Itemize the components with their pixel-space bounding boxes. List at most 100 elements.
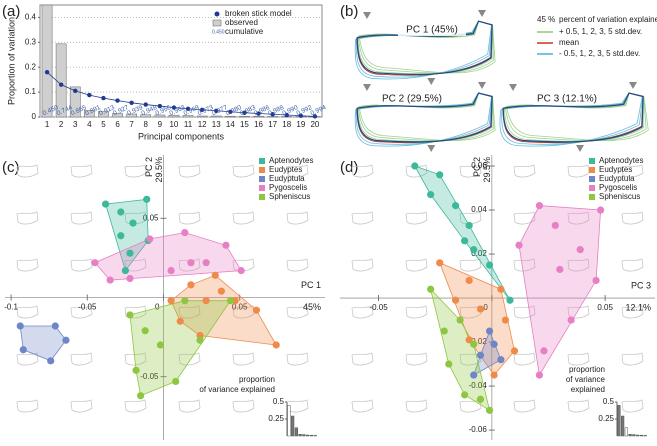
background-icon (351, 164, 374, 178)
y-tick-label: 0.4 (25, 13, 37, 22)
y-tick-label: 0.02 (471, 249, 487, 258)
data-label: 0.994 (310, 104, 328, 117)
landmark-arrow (363, 12, 371, 19)
inset-label: explained (571, 385, 605, 394)
point (465, 276, 473, 285)
point (146, 235, 154, 243)
background-icon (286, 305, 309, 319)
background-icon (70, 399, 93, 413)
shape-label-bg (533, 92, 601, 105)
legend-label: Pygoscelis (599, 183, 637, 192)
background-icon (513, 164, 536, 178)
shape-outline (502, 92, 644, 143)
point (465, 336, 473, 344)
point (576, 246, 584, 254)
point (470, 371, 478, 379)
landmark-arrow (509, 84, 517, 91)
inset-label: proportion (569, 365, 605, 374)
y-tick-label: -0.04 (469, 381, 488, 390)
point (228, 109, 233, 114)
bar (140, 114, 152, 118)
y-tick-label: -0.06 (469, 425, 488, 434)
point (535, 371, 544, 379)
point (58, 82, 64, 87)
x-tick-label: 7 (129, 120, 134, 129)
inset-bar (309, 434, 313, 437)
inset-bar (639, 434, 643, 437)
legend-swatch (589, 185, 595, 191)
bar (83, 110, 95, 118)
point (73, 88, 78, 94)
y-axis-sublabel: 29.5% (482, 157, 492, 183)
legend-swatch (589, 158, 595, 164)
landmark-arrow (629, 82, 637, 89)
legend-label: - 0.5, 1, 2, 3, 5 std.dev. (559, 49, 640, 58)
point (490, 340, 498, 348)
x-tick-label: 12 (198, 120, 207, 129)
x-tick-label: 0 (483, 303, 488, 312)
y-tick-label: 0.05 (143, 213, 159, 222)
point (456, 316, 464, 324)
y-tick-label: 0.1 (25, 87, 37, 96)
background-icon (513, 352, 536, 366)
x-tick-label: 18 (282, 120, 291, 129)
background-icon (351, 258, 374, 272)
background-icon (16, 305, 39, 319)
inset-bar (636, 434, 640, 437)
inset-tick-label: 0.25 (268, 414, 284, 423)
point (187, 281, 195, 289)
point (44, 70, 50, 75)
x-axis-label: PC 1 (301, 280, 321, 290)
point (490, 371, 498, 379)
point (126, 249, 134, 257)
background-icon (459, 352, 482, 366)
background-icon (16, 164, 39, 178)
background-icon (513, 305, 536, 319)
point (497, 356, 505, 364)
landmark-arrow (427, 78, 436, 85)
point (176, 317, 184, 325)
legend-label: Eudyptula (269, 174, 305, 183)
background-icon (459, 399, 482, 413)
point (436, 171, 444, 179)
point (126, 311, 134, 319)
x-tick-label: 20 (310, 120, 319, 129)
point (551, 221, 559, 230)
background-icon (459, 164, 482, 178)
x-axis-label: Principal components (138, 131, 225, 141)
legend-swatch (589, 167, 595, 173)
x-tick-label: 3 (73, 120, 78, 129)
background-icon (459, 305, 482, 319)
background-icon (178, 211, 201, 225)
bar (112, 113, 123, 118)
x-tick-label: 10 (169, 120, 178, 129)
background-icon (232, 399, 255, 413)
shape-label-bg (398, 23, 466, 36)
point (143, 102, 148, 107)
background-icon (178, 305, 201, 319)
point (515, 241, 523, 249)
point (461, 237, 469, 245)
point (497, 285, 505, 293)
legend-label: Eudyptes (269, 165, 302, 174)
point (252, 306, 261, 314)
point (217, 287, 225, 295)
x-tick-label: 0.05 (597, 303, 613, 312)
panel-label: (b) (340, 3, 358, 20)
point (440, 327, 448, 335)
legend-label: Pygoscelis (269, 183, 307, 192)
group-hull (129, 300, 232, 397)
background-icon (513, 258, 536, 272)
point (172, 377, 180, 386)
bar (239, 115, 250, 118)
landmark-arrow (478, 10, 486, 17)
x-tick-label: 19 (296, 120, 305, 129)
inset-bar (298, 433, 302, 437)
point (270, 112, 275, 117)
background-icon (178, 258, 201, 272)
bar (154, 114, 166, 118)
plot-frame (39, 4, 323, 118)
inset-bar (621, 415, 625, 437)
y-tick-label: 0.3 (25, 37, 37, 46)
point (132, 366, 140, 374)
